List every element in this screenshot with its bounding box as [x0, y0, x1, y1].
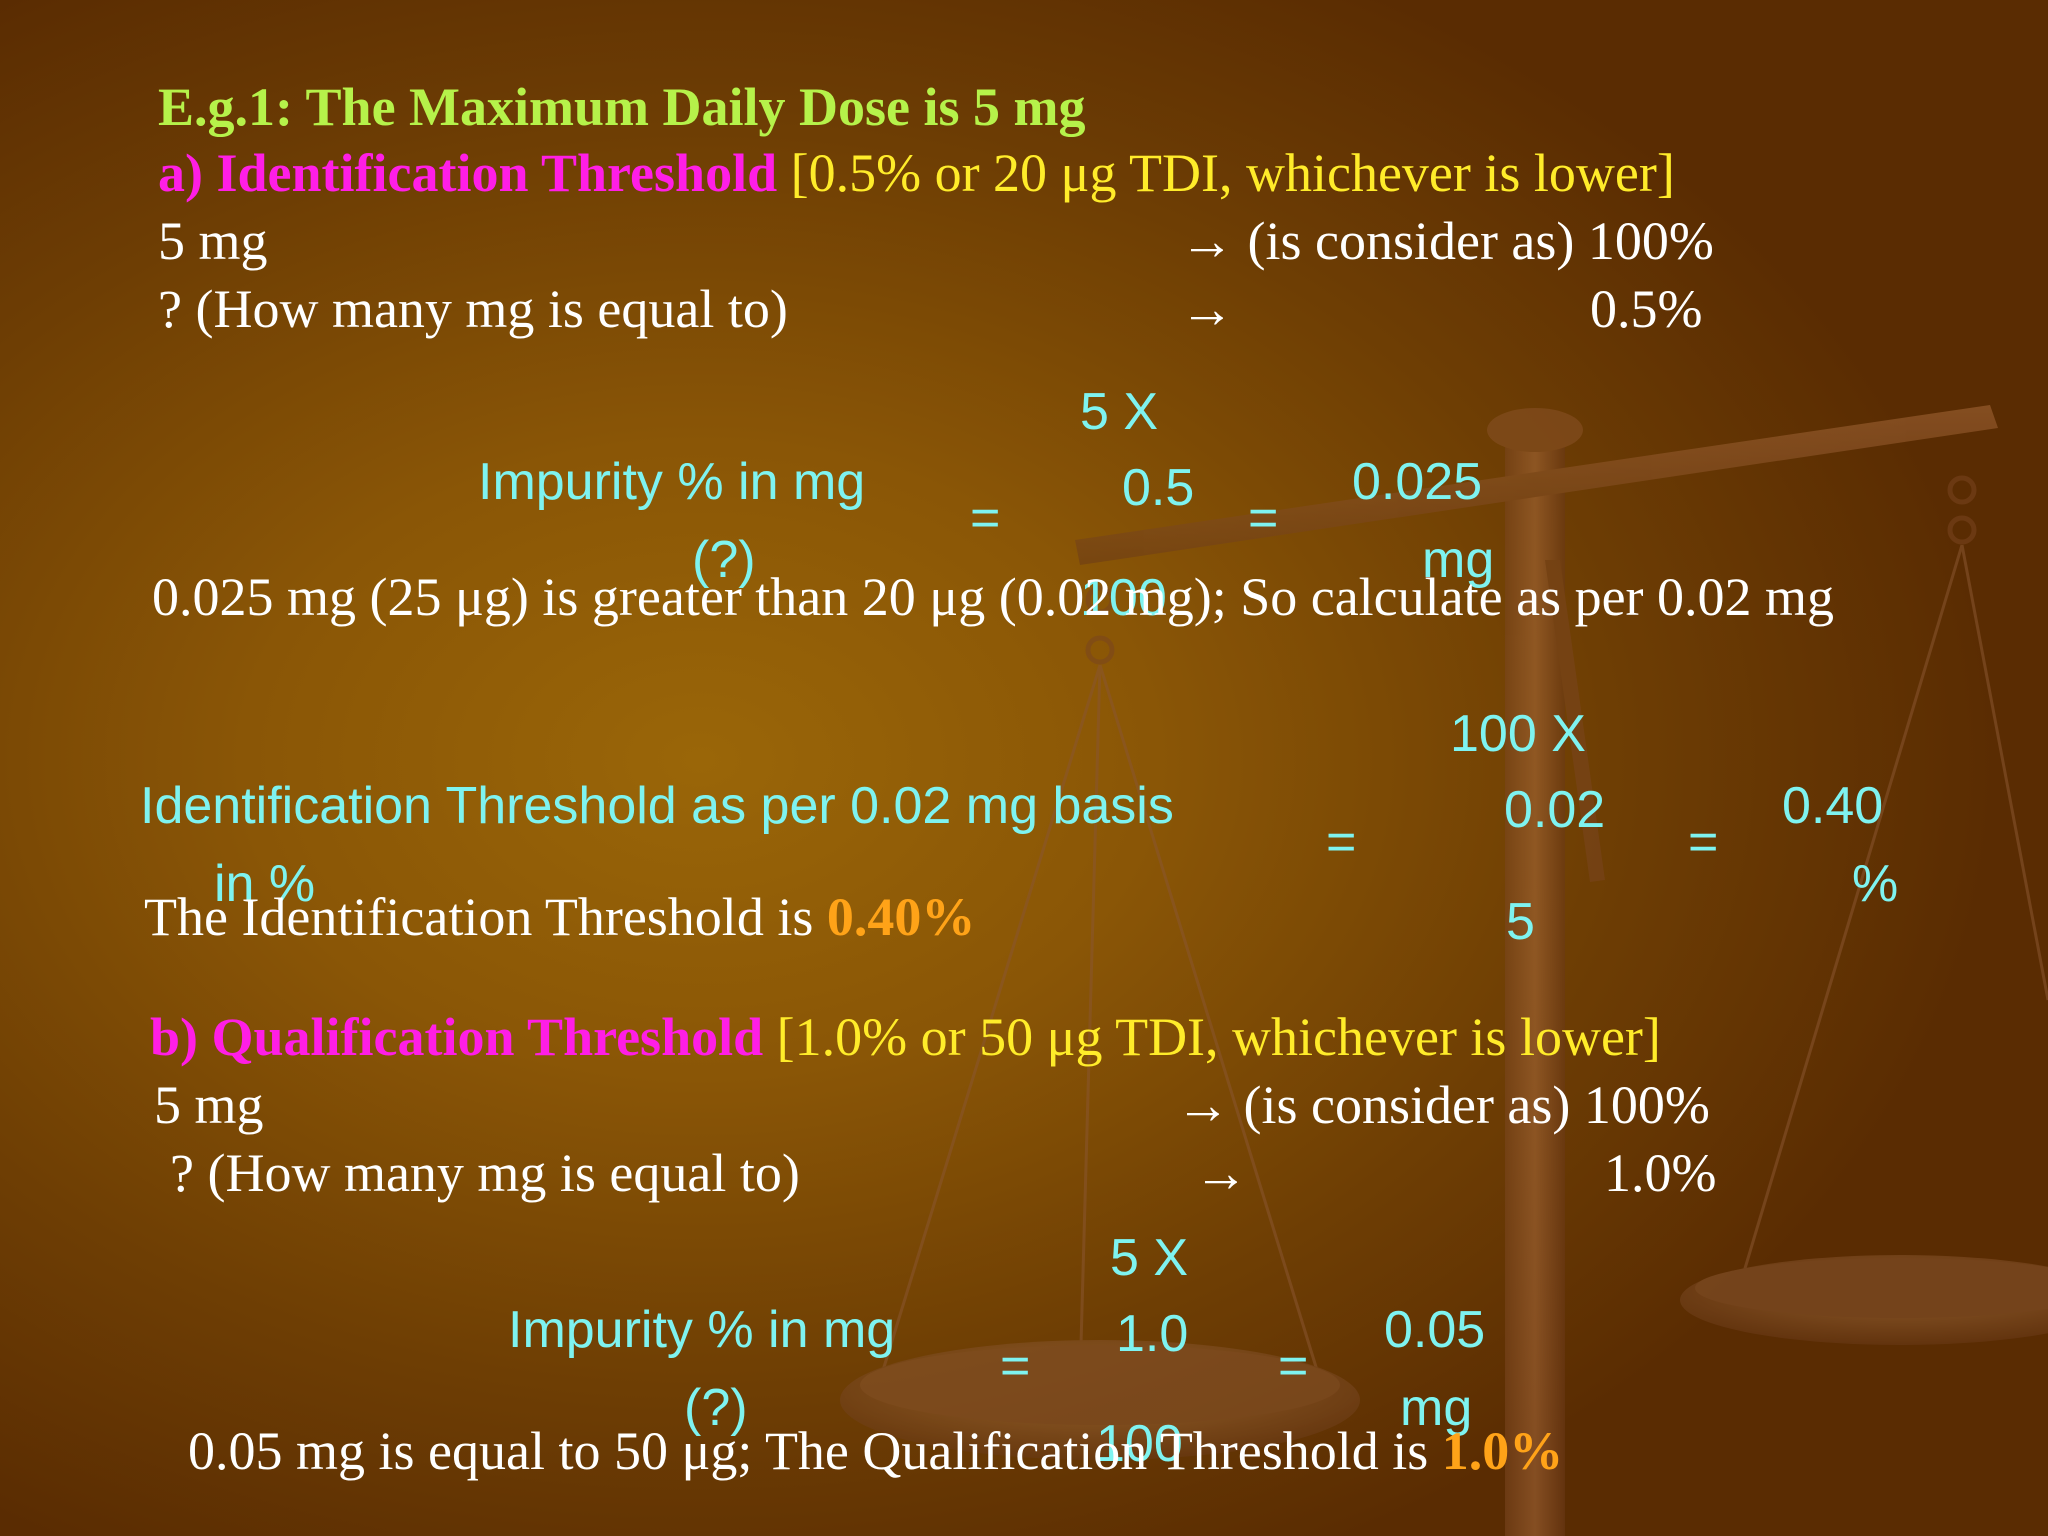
section-b-rule: [1.0% or 50 μg TDI, whichever is lower]: [776, 1007, 1661, 1067]
section-a-label: a) Identification Threshold: [158, 143, 778, 203]
formula-a2-equals-2: =: [1688, 813, 1719, 871]
formula-a1-denominator: 100: [1080, 569, 1167, 627]
section-a-conclusion: The Identification Threshold is 0.40%: [144, 890, 975, 944]
formula-a2-denominator: 5: [1506, 893, 1535, 951]
formula-a2-result-line1: 0.40: [1782, 777, 1884, 835]
formula-b-numerator-top: 5 X: [1110, 1229, 1189, 1287]
formula-a1-numerator-mid: 0.5: [1122, 459, 1195, 517]
section-a-question-line: ? (How many mg is equal to): [158, 279, 788, 339]
formula-b-lhs-line2: (?): [684, 1379, 748, 1437]
formula-a1-lhs-line2: (?): [692, 531, 756, 589]
formula-b-result-line1: 0.05: [1384, 1301, 1486, 1359]
section-b-dose-arrow-text: → (is consider as) 100%: [1176, 1075, 1710, 1135]
section-a-question-value: 0.5%: [1590, 279, 1703, 339]
identification-threshold-value: 0.40%: [826, 887, 976, 947]
section-a-header: a) Identification Threshold [0.5% or 20 …: [158, 146, 1675, 200]
formula-a1-result-line2: mg: [1422, 531, 1495, 589]
section-b-question-line: ? (How many mg is equal to): [170, 1143, 800, 1203]
section-a-question-arrow: →: [1180, 279, 1234, 339]
formula-a1-lhs-line1: Impurity % in mg: [478, 453, 866, 511]
formula-b-lhs-line1: Impurity % in mg: [508, 1301, 896, 1359]
formula-a1-numerator-top: 5 X: [1080, 383, 1159, 441]
section-a-rule: [0.5% or 20 μg TDI, whichever is lower]: [790, 143, 1675, 203]
example-heading: E.g.1: The Maximum Daily Dose is 5 mg: [158, 77, 1086, 137]
formula-a2-lhs-line1: Identification Threshold as per 0.02 mg …: [140, 777, 1174, 835]
formula-a2-lhs-line2: in %: [214, 855, 316, 913]
section-a-dose-arrow-text: → (is consider as) 100%: [1180, 211, 1714, 271]
formula-b-denominator: 100: [1096, 1415, 1183, 1473]
formula-b-numerator-mid: 1.0: [1116, 1305, 1189, 1363]
section-b-question-arrow: →: [1194, 1143, 1248, 1203]
formula-b-equals-1: =: [1000, 1337, 1031, 1395]
formula-b-result-line2: mg: [1400, 1379, 1473, 1437]
section-b-conclusion: 0.05 mg is equal to 50 μg; The Qualifica…: [188, 1424, 1563, 1478]
section-b-question-value: 1.0%: [1604, 1143, 1717, 1203]
formula-a2-result-line2: %: [1852, 855, 1899, 913]
section-a-dose-line: 5 mg: [158, 211, 268, 271]
formula-a1-equals-1: =: [970, 489, 1001, 547]
formula-a1-equals-2: =: [1248, 489, 1279, 547]
formula-a1-result-line1: 0.025: [1352, 453, 1483, 511]
formula-a2-numerator-mid: 0.02: [1504, 781, 1606, 839]
section-b-conclusion-text: 0.05 mg is equal to 50 μg; The Qualifica…: [188, 1421, 1442, 1481]
qualification-threshold-value: 1.0%: [1441, 1421, 1564, 1481]
section-b-dose-line: 5 mg: [154, 1075, 264, 1135]
section-a-note: 0.025 mg (25 μg) is greater than 20 μg (…: [152, 567, 1835, 627]
formula-a2-equals-1: =: [1326, 813, 1357, 871]
section-b-label: b) Qualification Threshold: [150, 1007, 764, 1067]
section-b-header: b) Qualification Threshold [1.0% or 50 μ…: [150, 1010, 1661, 1064]
formula-b-equals-2: =: [1278, 1337, 1309, 1395]
formula-a2-numerator-top: 100 X: [1450, 705, 1586, 763]
section-a-conclusion-text: The Identification Threshold is: [144, 887, 827, 947]
